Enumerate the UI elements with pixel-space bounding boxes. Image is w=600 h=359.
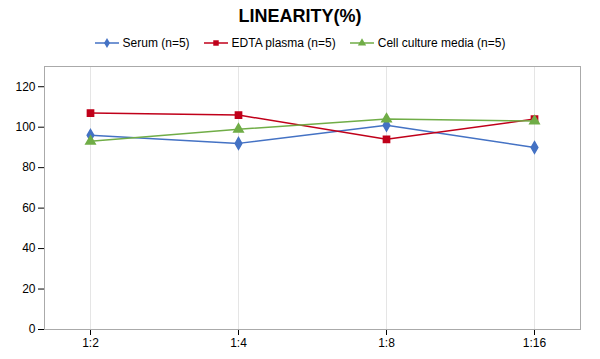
html-text:EDTA plasma (n=5): EDTA plasma (n=5) — [231, 36, 336, 50]
svg-text:40: 40 — [22, 241, 36, 255]
svg-text:60: 60 — [22, 201, 36, 215]
svg-text:1:16: 1:16 — [523, 336, 547, 350]
svg-text:1:8: 1:8 — [378, 336, 395, 350]
svg-text:1:4: 1:4 — [230, 336, 247, 350]
svg-text:0: 0 — [29, 322, 36, 336]
svg-text:20: 20 — [22, 282, 36, 296]
svg-text:100: 100 — [15, 120, 35, 134]
svg-text:1:2: 1:2 — [82, 336, 99, 350]
html-text:LINEARITY(%): LINEARITY(%) — [238, 6, 362, 26]
svg-text:80: 80 — [22, 160, 36, 174]
html-text:Serum (n=5): Serum (n=5) — [122, 36, 190, 50]
svg-text:120: 120 — [15, 80, 35, 94]
html-text:Cell culture media (n=5): Cell culture media (n=5) — [377, 36, 506, 50]
